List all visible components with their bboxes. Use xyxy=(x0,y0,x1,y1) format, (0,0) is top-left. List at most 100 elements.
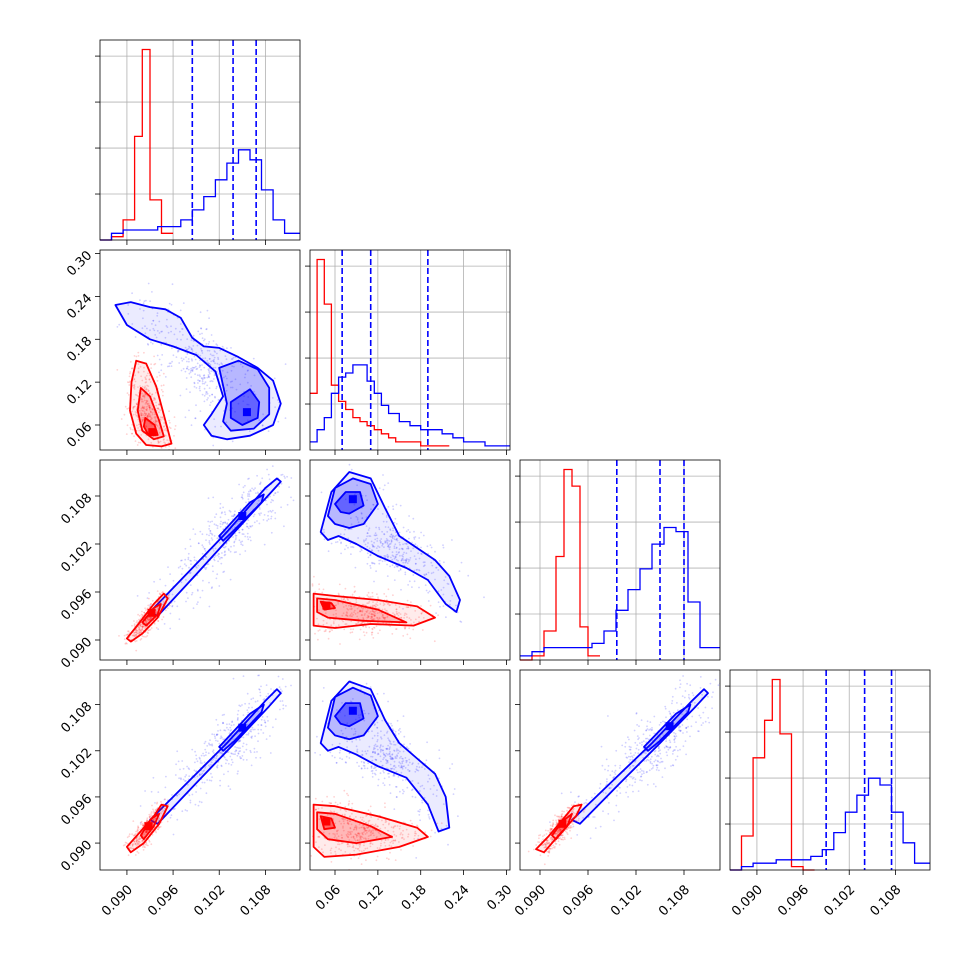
blue-sample-point xyxy=(239,363,242,366)
blue-sample-point xyxy=(393,535,396,538)
red-sample-point xyxy=(325,622,328,624)
red-sample-point xyxy=(437,614,439,617)
blue-sample-point xyxy=(401,559,403,562)
blue-sample-point xyxy=(253,513,256,516)
red-sample-point xyxy=(355,843,358,846)
blue-sample-point xyxy=(385,516,388,518)
blue-sample-point xyxy=(259,694,262,697)
blue-sample-point xyxy=(405,560,408,563)
red-sample-point xyxy=(367,615,370,618)
red-sample-point xyxy=(401,833,404,836)
blue-sample-point xyxy=(146,343,149,345)
red-density-peak xyxy=(147,608,156,617)
blue-sample-point xyxy=(201,533,204,536)
blue-sample-point xyxy=(363,765,366,767)
red-sample-point xyxy=(146,618,149,621)
red-sample-point xyxy=(335,615,337,618)
blue-sample-point xyxy=(224,355,227,357)
red-sample-point xyxy=(155,419,157,422)
red-sample-point xyxy=(353,838,356,840)
blue-sample-point xyxy=(180,559,182,562)
red-sample-point xyxy=(148,840,151,843)
red-sample-point xyxy=(143,845,146,848)
red-sample-point xyxy=(157,819,160,822)
blue-sample-point xyxy=(273,377,276,380)
blue-sample-point xyxy=(350,528,353,530)
red-sample-point xyxy=(355,598,357,601)
red-sample-point xyxy=(352,845,355,847)
blue-sample-point xyxy=(219,349,222,352)
blue-sample-point xyxy=(202,770,205,773)
blue-sample-point xyxy=(178,618,181,621)
blue-sample-point xyxy=(218,542,221,544)
blue-sample-point xyxy=(636,769,638,771)
blue-sample-point xyxy=(266,519,268,522)
red-sample-point xyxy=(149,407,152,410)
red-sample-point xyxy=(315,808,317,811)
red-sample-point xyxy=(135,631,138,634)
red-sample-point xyxy=(132,834,135,837)
blue-sample-point xyxy=(356,484,358,487)
red-sample-point xyxy=(378,607,381,610)
blue-sample-point xyxy=(184,416,187,419)
blue-sample-point xyxy=(230,764,233,766)
red-sample-point xyxy=(147,412,150,415)
red-sample-point xyxy=(369,834,372,837)
blue-sample-point xyxy=(391,536,394,539)
blue-sample-point xyxy=(398,551,400,553)
red-sample-point xyxy=(389,604,391,606)
blue-sample-point xyxy=(643,751,646,754)
blue-sample-point xyxy=(389,535,391,538)
red-sample-point xyxy=(148,839,151,842)
blue-sample-point xyxy=(247,706,250,709)
red-sample-point xyxy=(392,827,395,829)
blue-sample-point xyxy=(412,762,414,764)
red-sample-point xyxy=(156,590,159,592)
blue-sample-point xyxy=(673,731,675,734)
red-sample-point xyxy=(143,407,146,410)
blue-sample-point xyxy=(189,538,192,541)
blue-sample-point xyxy=(236,772,239,775)
red-sample-point xyxy=(389,851,391,854)
red-sample-point xyxy=(138,614,141,617)
red-sample-point xyxy=(124,642,127,645)
blue-sample-point xyxy=(419,808,421,811)
blue-sample-point xyxy=(618,786,621,789)
red-sample-point xyxy=(156,801,159,804)
blue-sample-point xyxy=(640,775,642,778)
blue-sample-point xyxy=(230,386,232,389)
red-sample-point xyxy=(142,625,145,628)
blue-sample-point xyxy=(225,377,228,380)
red-contour-fill xyxy=(317,598,407,623)
blue-contour-line xyxy=(218,703,265,752)
red-sample-point xyxy=(570,810,573,813)
blue-sample-point xyxy=(235,534,238,537)
blue-sample-point xyxy=(401,557,404,560)
red-sample-point xyxy=(391,633,394,635)
red-sample-point xyxy=(373,825,375,827)
blue-sample-point xyxy=(211,359,214,362)
blue-sample-point xyxy=(639,779,641,781)
blue-sample-point xyxy=(207,397,209,399)
red-sample-point xyxy=(160,808,162,810)
red-sample-point xyxy=(367,591,370,594)
blue-sample-point xyxy=(613,819,615,822)
blue-sample-point xyxy=(246,525,248,528)
blue-sample-point xyxy=(379,539,381,542)
blue-sample-point xyxy=(252,357,255,360)
blue-sample-point xyxy=(700,724,703,726)
blue-scatter-points xyxy=(314,680,459,859)
red-sample-point xyxy=(136,839,139,841)
blue-sample-point xyxy=(402,607,404,610)
red-sample-point xyxy=(127,381,129,384)
red-sample-point xyxy=(330,802,333,805)
red-sample-point xyxy=(150,417,153,419)
red-sample-point xyxy=(139,837,142,840)
red-contour-line xyxy=(129,359,173,448)
red-sample-point xyxy=(561,836,564,839)
blue-sample-point xyxy=(208,779,211,782)
red-sample-point xyxy=(145,388,148,391)
blue-sample-point xyxy=(425,759,428,762)
blue-sample-point xyxy=(411,795,414,798)
red-sample-point xyxy=(143,833,145,836)
